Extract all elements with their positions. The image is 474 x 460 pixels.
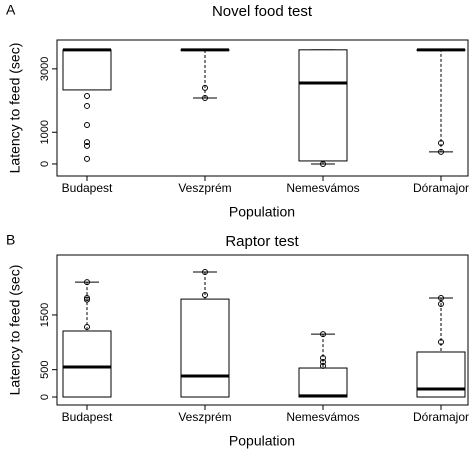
plot-frame [56, 39, 469, 177]
outlier [320, 160, 326, 167]
x-axis-label: Population [229, 433, 295, 449]
outlier [202, 291, 208, 298]
box [298, 367, 348, 398]
outlier [438, 294, 444, 301]
outlier [84, 155, 90, 162]
outlier [84, 121, 90, 128]
y-axis-label: Latency to feed (sec) [7, 43, 23, 174]
outlier [202, 84, 208, 91]
outlier [84, 296, 90, 303]
x-tick-label: Budapest [62, 181, 113, 195]
outlier [84, 323, 90, 330]
x-tick-label: Nemesvámos [286, 181, 359, 195]
outlier [438, 140, 444, 147]
outlier [438, 339, 444, 346]
y-axis-label: Latency to feed (sec) [7, 265, 23, 396]
outlier [320, 331, 326, 338]
outlier [438, 301, 444, 308]
outlier [84, 279, 90, 286]
panel-label: B [6, 232, 15, 248]
x-tick-label: Veszprém [178, 410, 231, 424]
y-tick-label: 3000 [39, 57, 51, 81]
x-axis-label: Population [229, 204, 295, 220]
x-tick-label: Veszprém [178, 181, 231, 195]
outlier [84, 102, 90, 109]
y-tick-label: 0 [39, 394, 51, 400]
outlier [202, 269, 208, 276]
outlier [320, 355, 326, 362]
plot-frame [56, 254, 469, 406]
y-tick-label: 1000 [39, 120, 51, 144]
x-tick-label: Dóramajor [413, 410, 469, 424]
outlier [438, 148, 444, 155]
outlier [84, 92, 90, 99]
outlier [320, 362, 326, 369]
outlier [84, 139, 90, 146]
y-tick-label: 1500 [39, 303, 51, 327]
box [298, 49, 348, 162]
chart-title: Novel food test [212, 3, 313, 20]
x-tick-label: Budapest [62, 410, 113, 424]
chart-title: Raptor test [225, 233, 299, 250]
x-tick-label: Dóramajor [413, 181, 469, 195]
outlier [202, 95, 208, 102]
x-tick-label: Nemesvámos [286, 410, 359, 424]
box [62, 330, 112, 398]
box [180, 298, 230, 398]
outlier [84, 142, 90, 149]
box [62, 49, 112, 91]
y-tick-label: 500 [39, 360, 51, 378]
y-tick-label: 0 [39, 161, 51, 167]
outlier [320, 359, 326, 366]
panel-label: A [6, 2, 16, 18]
